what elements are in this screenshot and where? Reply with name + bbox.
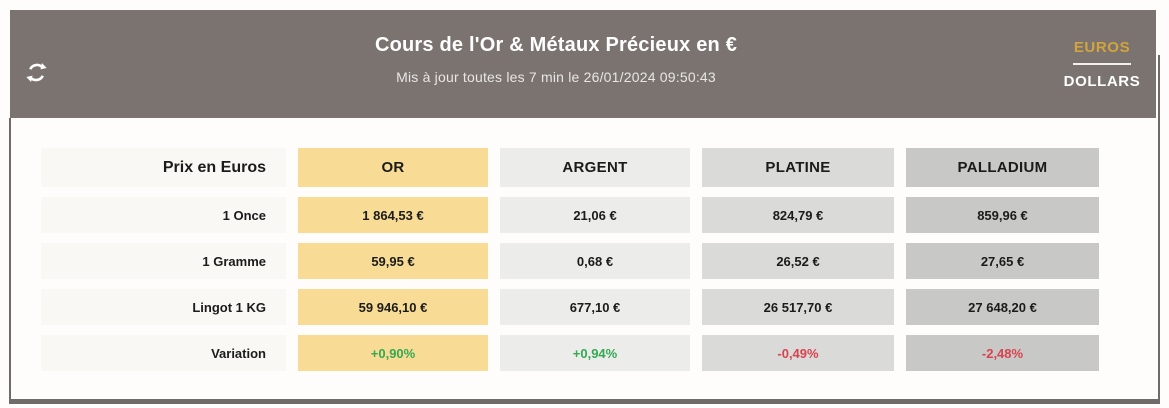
value-argent-gramme: 0,68 € <box>500 243 690 279</box>
currency-option-euros[interactable]: EUROS <box>1073 39 1131 56</box>
column-header-argent: ARGENT <box>500 148 690 187</box>
table-corner-label: Prix en Euros <box>41 148 286 187</box>
column-header-platine: PLATINE <box>702 148 894 187</box>
currency-option-dollars[interactable]: DOLLARS <box>1063 73 1141 90</box>
row-label-variation: Variation <box>41 335 286 371</box>
frame-border-right <box>1158 55 1160 404</box>
frame-border-bottom <box>9 399 1160 404</box>
price-table: Prix en Euros OR ARGENT PLATINE PALLADIU… <box>41 148 1099 371</box>
currency-toggle: EUROS DOLLARS <box>1062 36 1142 89</box>
header-title-block: Cours de l'Or & Métaux Précieux en € Mis… <box>10 10 1102 85</box>
variation-palladium: -2,48% <box>906 335 1099 371</box>
toggle-underline <box>1073 63 1131 65</box>
value-argent-lingot: 677,10 € <box>500 289 690 325</box>
value-argent-once: 21,06 € <box>500 197 690 233</box>
refresh-icon <box>25 62 47 83</box>
value-palladium-lingot: 27 648,20 € <box>906 289 1099 325</box>
value-or-lingot: 59 946,10 € <box>298 289 488 325</box>
value-or-gramme: 59,95 € <box>298 243 488 279</box>
value-platine-gramme: 26,52 € <box>702 243 894 279</box>
row-label-once: 1 Once <box>41 197 286 233</box>
variation-argent: +0,94% <box>500 335 690 371</box>
row-label-gramme: 1 Gramme <box>41 243 286 279</box>
value-palladium-gramme: 27,65 € <box>906 243 1099 279</box>
value-platine-once: 824,79 € <box>702 197 894 233</box>
refresh-button[interactable] <box>18 54 54 90</box>
update-status-text: Mis à jour toutes les 7 min le 26/01/202… <box>396 69 716 85</box>
column-header-palladium: PALLADIUM <box>906 148 1099 187</box>
variation-or: +0,90% <box>298 335 488 371</box>
row-label-lingot: Lingot 1 KG <box>41 289 286 325</box>
variation-platine: -0,49% <box>702 335 894 371</box>
frame-border-left <box>9 118 11 404</box>
widget-header: Cours de l'Or & Métaux Précieux en € Mis… <box>10 10 1156 118</box>
value-platine-lingot: 26 517,70 € <box>702 289 894 325</box>
value-or-once: 1 864,53 € <box>298 197 488 233</box>
page-title: Cours de l'Or & Métaux Précieux en € <box>374 34 738 56</box>
value-palladium-once: 859,96 € <box>906 197 1099 233</box>
column-header-or: OR <box>298 148 488 187</box>
